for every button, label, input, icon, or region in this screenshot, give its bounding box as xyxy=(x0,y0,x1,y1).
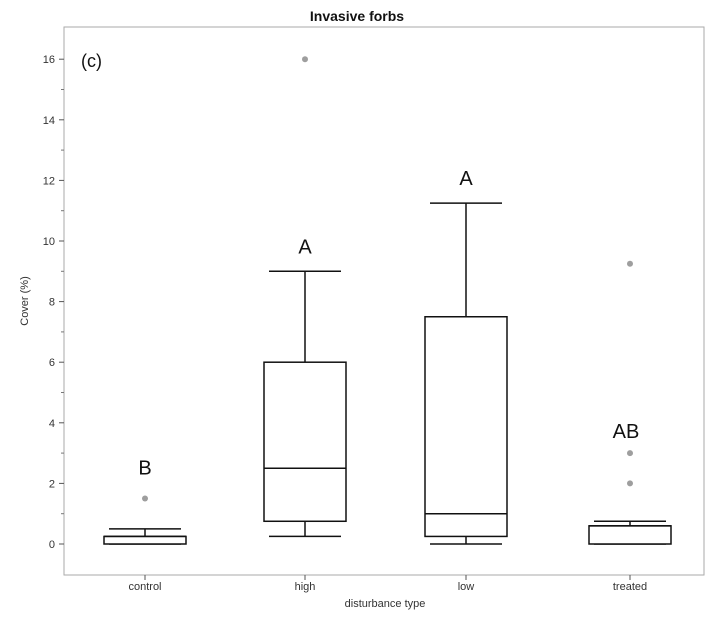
y-tick-label: 16 xyxy=(43,54,55,66)
chart-title: Invasive forbs xyxy=(310,8,404,24)
x-tick-label: control xyxy=(128,581,161,593)
box-high: A xyxy=(263,56,347,538)
box-iqr xyxy=(424,316,508,538)
y-tick-label: 8 xyxy=(49,297,55,309)
panel-label: (c) xyxy=(81,51,102,71)
box-iqr xyxy=(103,535,187,545)
x-tick-label: low xyxy=(458,581,475,593)
significance-letter: B xyxy=(138,457,151,479)
box-iqr xyxy=(588,525,672,545)
y-tick-label: 10 xyxy=(43,236,55,248)
y-tick-label: 2 xyxy=(49,478,55,490)
box-series: B A A AB xyxy=(103,56,672,545)
box-iqr xyxy=(263,361,347,523)
box-treated: AB xyxy=(588,260,672,545)
x-tick-label: treated xyxy=(613,581,647,593)
x-axis-title: disturbance type xyxy=(345,598,426,610)
x-axis: control high low treated xyxy=(128,575,647,593)
outlier-point xyxy=(627,260,633,267)
significance-letter: A xyxy=(459,168,473,190)
y-axis: 0 2 4 6 8 10 12 14 16 xyxy=(43,54,64,551)
y-axis-title: Cover (%) xyxy=(19,276,31,326)
box-low: A xyxy=(424,168,508,545)
y-tick-label: 6 xyxy=(49,357,55,369)
x-tick-label: high xyxy=(295,581,316,593)
outlier-point xyxy=(627,480,633,487)
outlier-point xyxy=(627,450,633,457)
y-tick-label: 0 xyxy=(49,539,55,551)
significance-letter: A xyxy=(298,236,312,258)
box-control: B xyxy=(103,457,187,545)
significance-letter: AB xyxy=(613,421,640,443)
plot-frame xyxy=(63,26,705,576)
outlier-point xyxy=(302,56,308,63)
y-tick-label: 4 xyxy=(49,418,55,430)
y-tick-label: 14 xyxy=(43,115,55,127)
y-tick-label: 12 xyxy=(43,175,55,187)
outlier-point xyxy=(142,495,148,502)
